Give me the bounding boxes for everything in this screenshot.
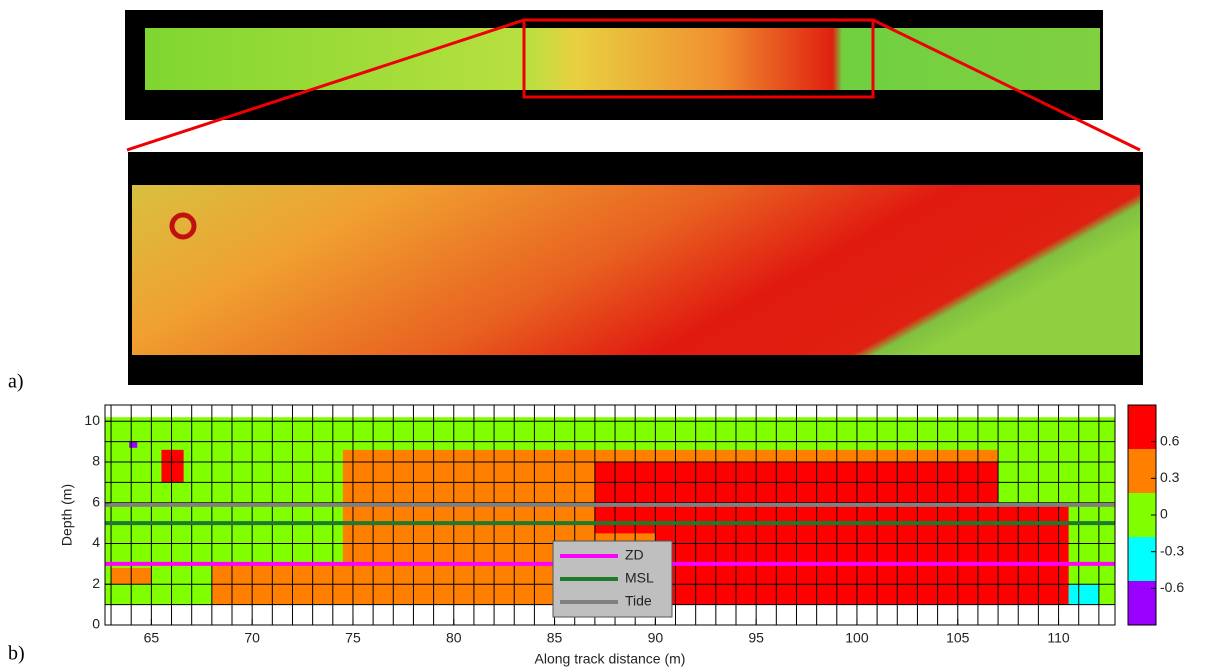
x-tick-label: 90 [648, 630, 664, 646]
y-tick-label: 8 [92, 453, 100, 469]
y-tick-label: 0 [92, 616, 100, 632]
y-tick-label: 10 [84, 412, 100, 428]
x-tick-label: 100 [845, 630, 869, 646]
heat-region [161, 450, 183, 483]
x-tick-label: 65 [144, 630, 160, 646]
colorbar-segment [1128, 449, 1156, 493]
legend-label: MSL [625, 570, 654, 586]
figure: a) b) 65 70 75 80 85 90 95 100 105 110 0 2 4 6 8 10 Alon… [0, 0, 1206, 671]
legend: ZD MSL Tide [553, 541, 672, 617]
y-axis-label: Depth (m) [59, 484, 75, 546]
colorbar-tick-label: 0.6 [1160, 432, 1180, 448]
colorbar-tick-label: -0.6 [1160, 579, 1184, 595]
x-tick-label: 80 [446, 630, 462, 646]
chart: 65 70 75 80 85 90 95 100 105 110 0 2 4 6 8 10 Along trac… [59, 405, 1185, 667]
y-tick-label: 4 [92, 534, 100, 550]
colorbar-tick-label: 0.3 [1160, 469, 1180, 485]
colorbar-segment [1128, 405, 1156, 449]
legend-label: ZD [625, 547, 644, 563]
panel-label: b) [8, 643, 25, 665]
panel-label: a) [8, 371, 24, 393]
colorbar-segment [1128, 537, 1156, 581]
y-tick-label: 2 [92, 575, 100, 591]
y-tick-label: 6 [92, 493, 100, 509]
x-tick-label: 105 [946, 630, 970, 646]
heat-region [655, 503, 1068, 605]
x-tick-label: 70 [244, 630, 260, 646]
colorbar-segment [1128, 581, 1156, 625]
x-axis-label: Along track distance (m) [535, 651, 686, 667]
legend-label: Tide [625, 593, 652, 609]
x-tick-label: 85 [547, 630, 563, 646]
x-tick-label: 95 [748, 630, 764, 646]
colorbar-tick-label: 0 [1160, 506, 1168, 522]
x-tick-label: 75 [345, 630, 361, 646]
x-tick-label: 110 [1047, 630, 1070, 646]
colorbar-tick-label: -0.3 [1160, 542, 1184, 558]
heat-region [129, 442, 137, 448]
heat-region [1069, 584, 1099, 604]
overview-strip [145, 28, 1100, 90]
zoom-surface [132, 185, 1140, 355]
